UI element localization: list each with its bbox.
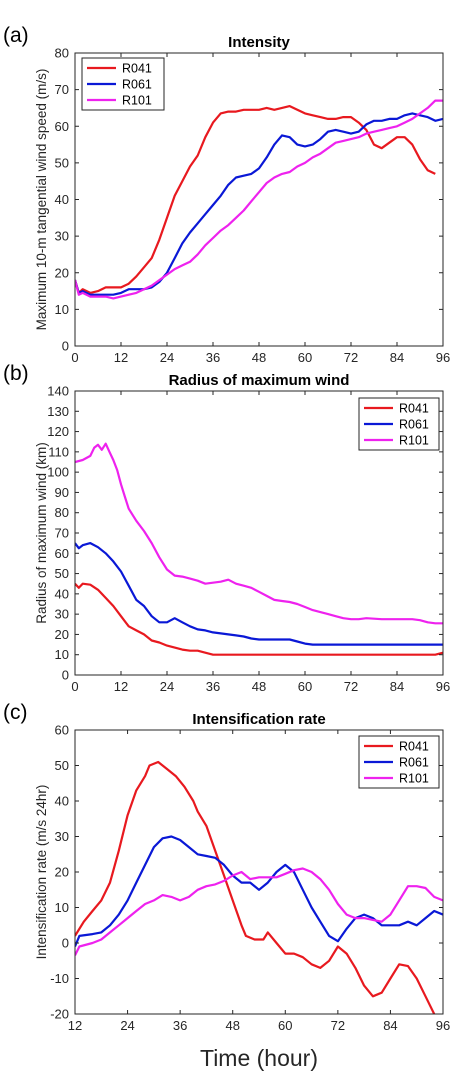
y-tick-label: 60 — [55, 546, 69, 561]
legend-label-R061: R061 — [122, 78, 152, 92]
y-tick-label: 110 — [48, 444, 69, 459]
series-line-R061 — [75, 542, 443, 646]
x-tick-label: 84 — [390, 679, 404, 694]
series-line-R101 — [75, 867, 443, 956]
x-tick-label: 12 — [68, 1018, 82, 1033]
x-tick-label: 72 — [331, 1018, 345, 1033]
chart-title: Intensification rate — [192, 711, 325, 728]
y-tick-label: 60 — [55, 723, 69, 738]
panel-label: (b) — [3, 362, 29, 385]
x-tick-label: 36 — [206, 350, 220, 365]
y-axis-label: Intensification rate (m/s 24hr) — [34, 785, 49, 960]
series-line-R101 — [75, 99, 443, 300]
y-tick-label: 10 — [55, 302, 69, 317]
legend-box — [358, 735, 440, 789]
x-tick-label: 36 — [206, 679, 220, 694]
x-tick-label: 96 — [436, 679, 450, 694]
y-tick-label: 50 — [55, 758, 69, 773]
y-tick-label: 140 — [47, 384, 69, 399]
y-tick-label: -20 — [50, 1007, 69, 1022]
y-tick-label: 20 — [55, 865, 69, 880]
y-tick-label: 40 — [55, 794, 69, 809]
chart-title: Intensity — [228, 34, 290, 51]
series-line-R101 — [75, 442, 443, 625]
chart-title: Radius of maximum wind — [169, 372, 350, 389]
y-tick-label: 30 — [55, 829, 69, 844]
chart-panel-3: (c) Intensification rate 12 24 36 48 60 72 84 96 -… — [3, 701, 450, 1071]
y-axis-label: Maximum 10-m tangential wind speed (m/s) — [34, 69, 49, 331]
x-tick-label: 60 — [298, 350, 312, 365]
y-tick-label: -10 — [50, 971, 69, 986]
y-tick-label: 20 — [55, 265, 69, 280]
legend-label-R101: R101 — [399, 772, 429, 786]
panel-label: (a) — [3, 24, 29, 47]
legend-label-R061: R061 — [399, 418, 429, 432]
x-tick-label: 0 — [71, 679, 78, 694]
x-tick-label: 60 — [298, 679, 312, 694]
y-tick-label: 10 — [55, 647, 69, 662]
x-tick-label: 48 — [225, 1018, 239, 1033]
chart-panel-1: (a) Intensity 0 12 24 36 48 60 72 84 96 0 10 20 30 40 50… — [3, 24, 450, 365]
y-tick-label: 130 — [47, 404, 69, 419]
series-line-R041 — [75, 582, 443, 656]
legend-label-R061: R061 — [399, 756, 429, 770]
series-line-R061 — [75, 835, 443, 947]
x-tick-label: 36 — [173, 1018, 187, 1033]
x-tick-label: 24 — [160, 350, 174, 365]
x-tick-label: 96 — [436, 350, 450, 365]
y-tick-label: 10 — [55, 900, 69, 915]
legend: R041 R061 R101 — [358, 735, 440, 789]
y-tick-label: 120 — [47, 424, 69, 439]
series-line-R061 — [75, 112, 443, 296]
legend: R041 R061 R101 — [358, 397, 440, 451]
y-tick-label: 50 — [55, 566, 69, 581]
y-tick-label: 0 — [62, 936, 69, 951]
y-tick-label: 70 — [55, 82, 69, 97]
y-tick-label: 70 — [55, 526, 69, 541]
y-tick-label: 60 — [55, 119, 69, 134]
x-tick-label: 12 — [114, 679, 128, 694]
y-tick-label: 40 — [55, 586, 69, 601]
x-tick-label: 24 — [160, 679, 174, 694]
x-tick-label: 24 — [120, 1018, 134, 1033]
y-tick-label: 40 — [55, 192, 69, 207]
chart-panel-2: (b) Radius of maximum wind 0 12 24 36 48 60 72 84… — [3, 362, 450, 694]
y-tick-label: 80 — [55, 46, 69, 61]
y-tick-label: 20 — [55, 627, 69, 642]
x-tick-label: 84 — [390, 350, 404, 365]
y-tick-label: 50 — [55, 155, 69, 170]
series-line-R041 — [75, 105, 436, 294]
legend-label-R101: R101 — [122, 94, 152, 108]
y-tick-label: 90 — [55, 485, 69, 500]
legend-label-R101: R101 — [399, 434, 429, 448]
y-tick-label: 30 — [55, 607, 69, 622]
legend: R041 R061 R101 — [81, 57, 165, 111]
legend-label-R041: R041 — [122, 62, 152, 76]
x-tick-label: 48 — [252, 350, 266, 365]
x-axis-label: Time (hour) — [200, 1045, 318, 1071]
x-tick-label: 96 — [436, 1018, 450, 1033]
x-tick-label: 72 — [344, 350, 358, 365]
x-tick-label: 0 — [71, 350, 78, 365]
x-tick-label: 84 — [383, 1018, 397, 1033]
panel-label: (c) — [3, 701, 28, 724]
y-tick-label: 80 — [55, 505, 69, 520]
x-tick-label: 48 — [252, 679, 266, 694]
legend-label-R041: R041 — [399, 402, 429, 416]
x-tick-label: 72 — [344, 679, 358, 694]
x-tick-label: 12 — [114, 350, 128, 365]
y-tick-label: 30 — [55, 229, 69, 244]
legend-label-R041: R041 — [399, 740, 429, 754]
y-tick-label: 0 — [62, 339, 69, 354]
y-tick-label: 0 — [62, 668, 69, 683]
y-axis-label: Radius of maximum wind (km) — [34, 442, 49, 624]
series-line-R041 — [75, 760, 436, 1014]
x-tick-label: 60 — [278, 1018, 292, 1033]
y-tick-label: 100 — [47, 465, 69, 480]
